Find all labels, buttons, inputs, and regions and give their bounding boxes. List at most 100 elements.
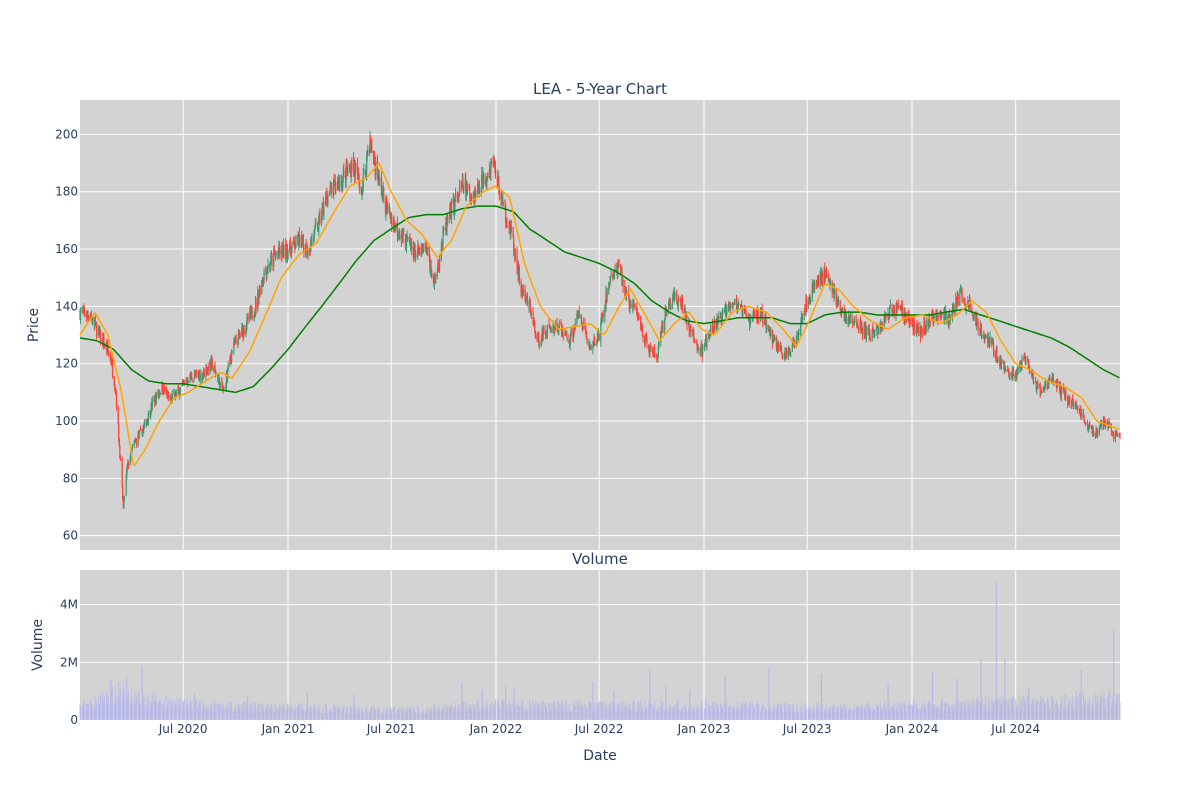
candle-body <box>800 322 802 331</box>
volume-bar <box>1115 703 1117 720</box>
candle-body <box>254 311 256 317</box>
candle-body <box>662 321 664 330</box>
volume-bar <box>428 708 430 720</box>
volume-bar <box>437 709 439 720</box>
volume-bar <box>822 704 824 720</box>
volume-bar <box>90 699 92 720</box>
volume-bar <box>297 705 299 720</box>
volume-bar <box>959 701 961 720</box>
volume-spike-bar <box>306 692 308 720</box>
volume-bar <box>953 704 955 720</box>
candle-body <box>457 197 459 200</box>
candle-body <box>913 321 915 331</box>
volume-bar <box>442 704 444 720</box>
volume-bar <box>561 705 563 720</box>
price-plot-area <box>80 100 1120 550</box>
volume-bar <box>660 707 662 720</box>
volume-bar <box>896 707 898 720</box>
candle-body <box>358 173 360 181</box>
volume-bar <box>650 703 652 720</box>
candle-body <box>857 323 859 326</box>
candle-body <box>732 303 734 308</box>
candle-body <box>235 337 237 344</box>
volume-bar <box>884 709 886 720</box>
volume-bar <box>729 705 731 720</box>
volume-bar <box>808 707 810 720</box>
candle-body <box>82 309 84 311</box>
volume-bar <box>455 702 457 720</box>
volume-bar <box>580 705 582 720</box>
candle-body <box>1060 384 1062 397</box>
volume-bar <box>134 706 136 720</box>
candle-body <box>521 290 523 297</box>
candle-body <box>215 369 217 375</box>
volume-bar <box>1075 697 1077 720</box>
volume-bar <box>1093 706 1095 720</box>
candle-body <box>971 312 974 314</box>
volume-bar <box>753 709 755 720</box>
candle-body <box>209 360 211 374</box>
volume-bar <box>721 707 723 720</box>
volume-bar <box>1096 701 1098 720</box>
candle-body <box>646 340 648 344</box>
candle-body <box>570 333 572 341</box>
volume-bar <box>1088 701 1090 720</box>
volume-bar <box>255 709 257 720</box>
candle-body <box>1035 380 1037 383</box>
volume-bar <box>274 712 276 720</box>
candle-body <box>494 162 496 169</box>
volume-bar <box>800 707 802 720</box>
volume-bar <box>1052 697 1054 720</box>
volume-bar <box>1044 707 1046 720</box>
volume-bar <box>590 705 592 720</box>
candle-body <box>466 182 468 189</box>
volume-bar <box>370 707 372 720</box>
candle-body <box>458 187 461 196</box>
candle-body <box>430 260 432 269</box>
volume-bar <box>476 700 478 720</box>
volume-bar <box>989 708 991 720</box>
volume-bar <box>88 704 90 720</box>
volume-bar <box>253 703 255 720</box>
candle-body <box>187 379 189 383</box>
volume-bar <box>1052 701 1054 720</box>
volume-bar <box>823 712 825 720</box>
candle-body <box>1071 397 1073 406</box>
candle-body <box>721 310 723 321</box>
volume-bar <box>860 705 862 720</box>
volume-bar <box>265 707 267 720</box>
candle-body <box>339 181 341 186</box>
candle-body <box>848 314 850 321</box>
volume-bar <box>832 706 834 720</box>
volume-bar <box>301 703 303 720</box>
candle-body <box>501 198 503 201</box>
volume-bars <box>79 581 1121 720</box>
volume-bar <box>151 692 153 720</box>
candle-body <box>217 379 220 382</box>
candle-body <box>698 347 700 351</box>
volume-bar <box>198 704 200 720</box>
volume-bar <box>289 708 291 720</box>
volume-bar <box>473 705 475 720</box>
volume-bar <box>439 707 441 720</box>
volume-bar <box>303 709 305 720</box>
volume-bar <box>1056 699 1058 720</box>
candle-body <box>710 325 712 332</box>
volume-spike-bar <box>956 678 958 720</box>
date-x-tick-label: Jan 2021 <box>261 722 315 736</box>
volume-bar <box>409 706 411 720</box>
candle-body <box>577 315 579 318</box>
candle-body <box>1088 426 1090 432</box>
volume-bar <box>1036 705 1038 720</box>
candle-body <box>925 319 927 331</box>
candle-body <box>628 296 630 310</box>
candle-body <box>247 316 249 321</box>
volume-bar <box>1040 695 1042 720</box>
candle-body <box>845 320 847 322</box>
volume-bar <box>552 703 554 720</box>
volume-bar <box>1013 709 1015 720</box>
volume-bar <box>677 701 679 720</box>
candle-body <box>911 316 914 326</box>
candle-body <box>482 172 485 184</box>
date-x-tick-label: Jan 2023 <box>677 722 731 736</box>
